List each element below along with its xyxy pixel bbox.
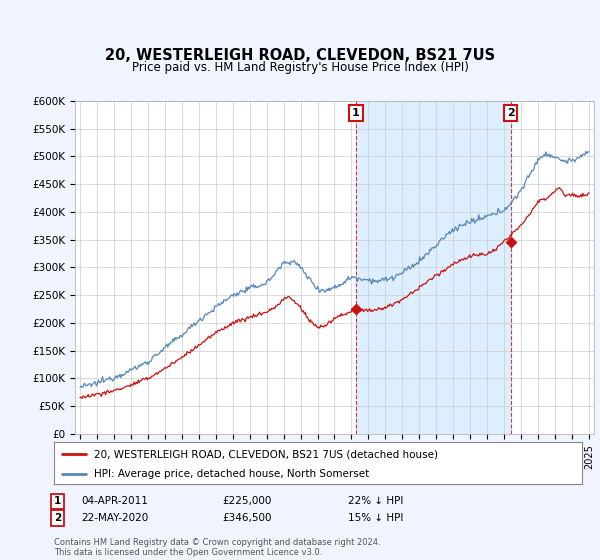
Text: 22% ↓ HPI: 22% ↓ HPI	[348, 496, 403, 506]
Text: 15% ↓ HPI: 15% ↓ HPI	[348, 513, 403, 523]
Text: 04-APR-2011: 04-APR-2011	[81, 496, 148, 506]
Text: Price paid vs. HM Land Registry's House Price Index (HPI): Price paid vs. HM Land Registry's House …	[131, 61, 469, 74]
Text: £346,500: £346,500	[222, 513, 271, 523]
Text: 22-MAY-2020: 22-MAY-2020	[81, 513, 148, 523]
Text: 1: 1	[54, 496, 61, 506]
Bar	[356, 101, 511, 434]
Text: 20, WESTERLEIGH ROAD, CLEVEDON, BS21 7US (detached house): 20, WESTERLEIGH ROAD, CLEVEDON, BS21 7US…	[94, 449, 437, 459]
Text: £225,000: £225,000	[222, 496, 271, 506]
Text: 1: 1	[352, 108, 360, 118]
Text: 2: 2	[506, 108, 514, 118]
Text: Contains HM Land Registry data © Crown copyright and database right 2024.
This d: Contains HM Land Registry data © Crown c…	[54, 538, 380, 557]
Text: 2: 2	[54, 513, 61, 523]
Text: 20, WESTERLEIGH ROAD, CLEVEDON, BS21 7US: 20, WESTERLEIGH ROAD, CLEVEDON, BS21 7US	[105, 48, 495, 63]
Text: HPI: Average price, detached house, North Somerset: HPI: Average price, detached house, Nort…	[94, 469, 369, 479]
